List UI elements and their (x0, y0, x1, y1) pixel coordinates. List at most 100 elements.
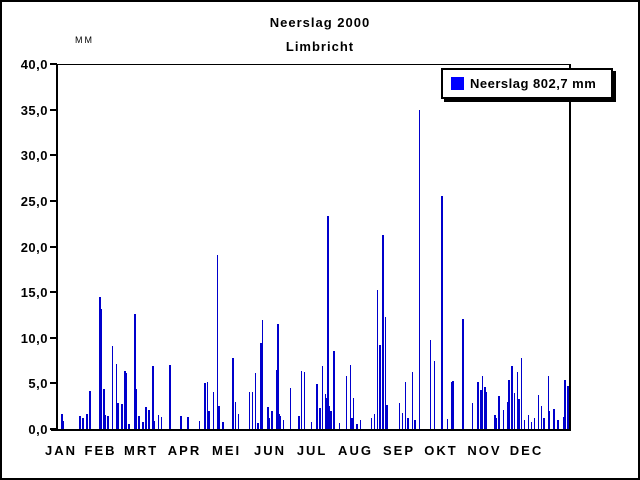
precipitation-bar (279, 416, 282, 429)
precipitation-bar (222, 421, 224, 429)
precipitation-bar (502, 409, 505, 429)
plot-right-border (569, 64, 571, 430)
chart-title: Neerslag 2000 (269, 15, 371, 30)
precipitation-bar (142, 421, 144, 429)
precipitation-bar (124, 370, 126, 429)
y-axis-tick-mark (50, 63, 57, 65)
precipitation-bar (516, 371, 519, 429)
y-axis-tick-label: 20,0 (20, 239, 48, 255)
y-axis-tick-label: 10,0 (20, 330, 48, 346)
precipitation-bar (553, 408, 555, 429)
precipitation-bar (99, 296, 101, 429)
precipitation-bar (533, 418, 535, 429)
precipitation-bar (82, 418, 84, 429)
precipitation-bar (537, 395, 540, 429)
precipitation-bar (152, 366, 154, 429)
y-axis-tick-mark (50, 336, 57, 339)
y-axis-tick-mark (50, 382, 57, 385)
y-axis-tick-label: 30,0 (20, 148, 48, 164)
precipitation-bar (480, 389, 482, 429)
precipitation-bar (355, 423, 357, 429)
precipitation-bar (450, 382, 453, 429)
precipitation-bar (484, 387, 486, 429)
y-axis-tick-mark (50, 108, 57, 111)
precipitation-bar (198, 420, 201, 429)
precipitation-bar (564, 379, 566, 429)
legend: Neerslag 802,7 mm (441, 68, 613, 99)
precipitation-bar (303, 372, 306, 429)
precipitation-bar (260, 343, 262, 429)
precipitation-bar (386, 405, 388, 429)
precipitation-bar (349, 365, 352, 429)
precipitation-bar (485, 391, 488, 429)
precipitation-bar (326, 397, 328, 429)
precipitation-bar (121, 404, 123, 429)
x-axis-label-okt: OKT (424, 443, 458, 458)
precipitation-bar (61, 414, 63, 429)
chart-subtitle: Limbricht (285, 39, 355, 54)
precipitation-bar (125, 373, 128, 429)
x-axis-label-jan: JAN (44, 443, 78, 458)
precipitation-bar (298, 416, 300, 429)
precipitation-bar (494, 415, 496, 429)
precipitation-bar (278, 414, 280, 429)
precipitation-bar (134, 314, 136, 429)
x-axis-label-apr: APR (167, 443, 202, 458)
x-axis-label-jun: JUN (253, 443, 287, 458)
precipitation-bar (506, 401, 509, 429)
precipitation-bar (370, 418, 373, 429)
y-axis-tick-label: 0,0 (28, 422, 48, 437)
precipitation-bar (498, 396, 500, 429)
x-axis-label-aug: AUG (338, 443, 373, 458)
precipitation-bar (495, 418, 498, 429)
precipitation-bar (100, 309, 102, 429)
y-axis-line (56, 64, 58, 430)
y-axis-tick-label: 25,0 (20, 193, 48, 209)
plot-area (57, 64, 570, 429)
precipitation-bar (508, 379, 510, 429)
precipitation-bar (187, 417, 189, 429)
precipitation-bar (103, 388, 105, 429)
precipitation-bar (86, 414, 88, 429)
x-axis-label-sep: SEP (382, 443, 416, 458)
precipitation-bar (216, 254, 219, 429)
precipitation-bar (407, 418, 409, 429)
y-axis-tick-mark (50, 291, 57, 294)
precipitation-bar (104, 415, 107, 429)
precipitation-bar (557, 419, 559, 429)
precipitation-bar (316, 384, 318, 429)
precipitation-bar (359, 419, 362, 429)
x-axis-label-mrt: MRT (124, 443, 159, 458)
precipitation-bar (547, 376, 550, 429)
x-axis-label-jul: JUL (296, 443, 328, 458)
precipitation-bar (452, 380, 454, 429)
legend-label: Neerslag 802,7 mm (470, 76, 597, 91)
x-axis-label-mei: MEI (212, 443, 242, 458)
precipitation-bar (567, 386, 569, 429)
precipitation-bar (204, 383, 206, 429)
precipitation-bar (138, 416, 140, 429)
precipitation-bar (148, 409, 150, 429)
y-axis-tick-mark (50, 154, 57, 157)
precipitation-bar (411, 372, 414, 429)
precipitation-bar (382, 234, 384, 429)
precipitation-bar (462, 318, 464, 429)
precipitation-bar (212, 391, 215, 429)
precipitation-bar (513, 392, 516, 429)
precipitation-bar (261, 319, 264, 429)
precipitation-bar (414, 419, 416, 429)
precipitation-bar (145, 407, 147, 429)
precipitation-bar (237, 414, 240, 429)
precipitation-bar (401, 413, 404, 429)
precipitation-bar (548, 410, 551, 429)
precipitation-bar (471, 402, 474, 429)
precipitation-bar (511, 366, 513, 429)
precipitation-bar (117, 402, 119, 429)
precipitation-bar (115, 364, 118, 429)
precipitation-bar (477, 382, 479, 429)
precipitation-bar (206, 381, 209, 429)
precipitation-bar (232, 357, 234, 429)
precipitation-bar (540, 406, 543, 429)
precipitation-bar (254, 373, 257, 429)
